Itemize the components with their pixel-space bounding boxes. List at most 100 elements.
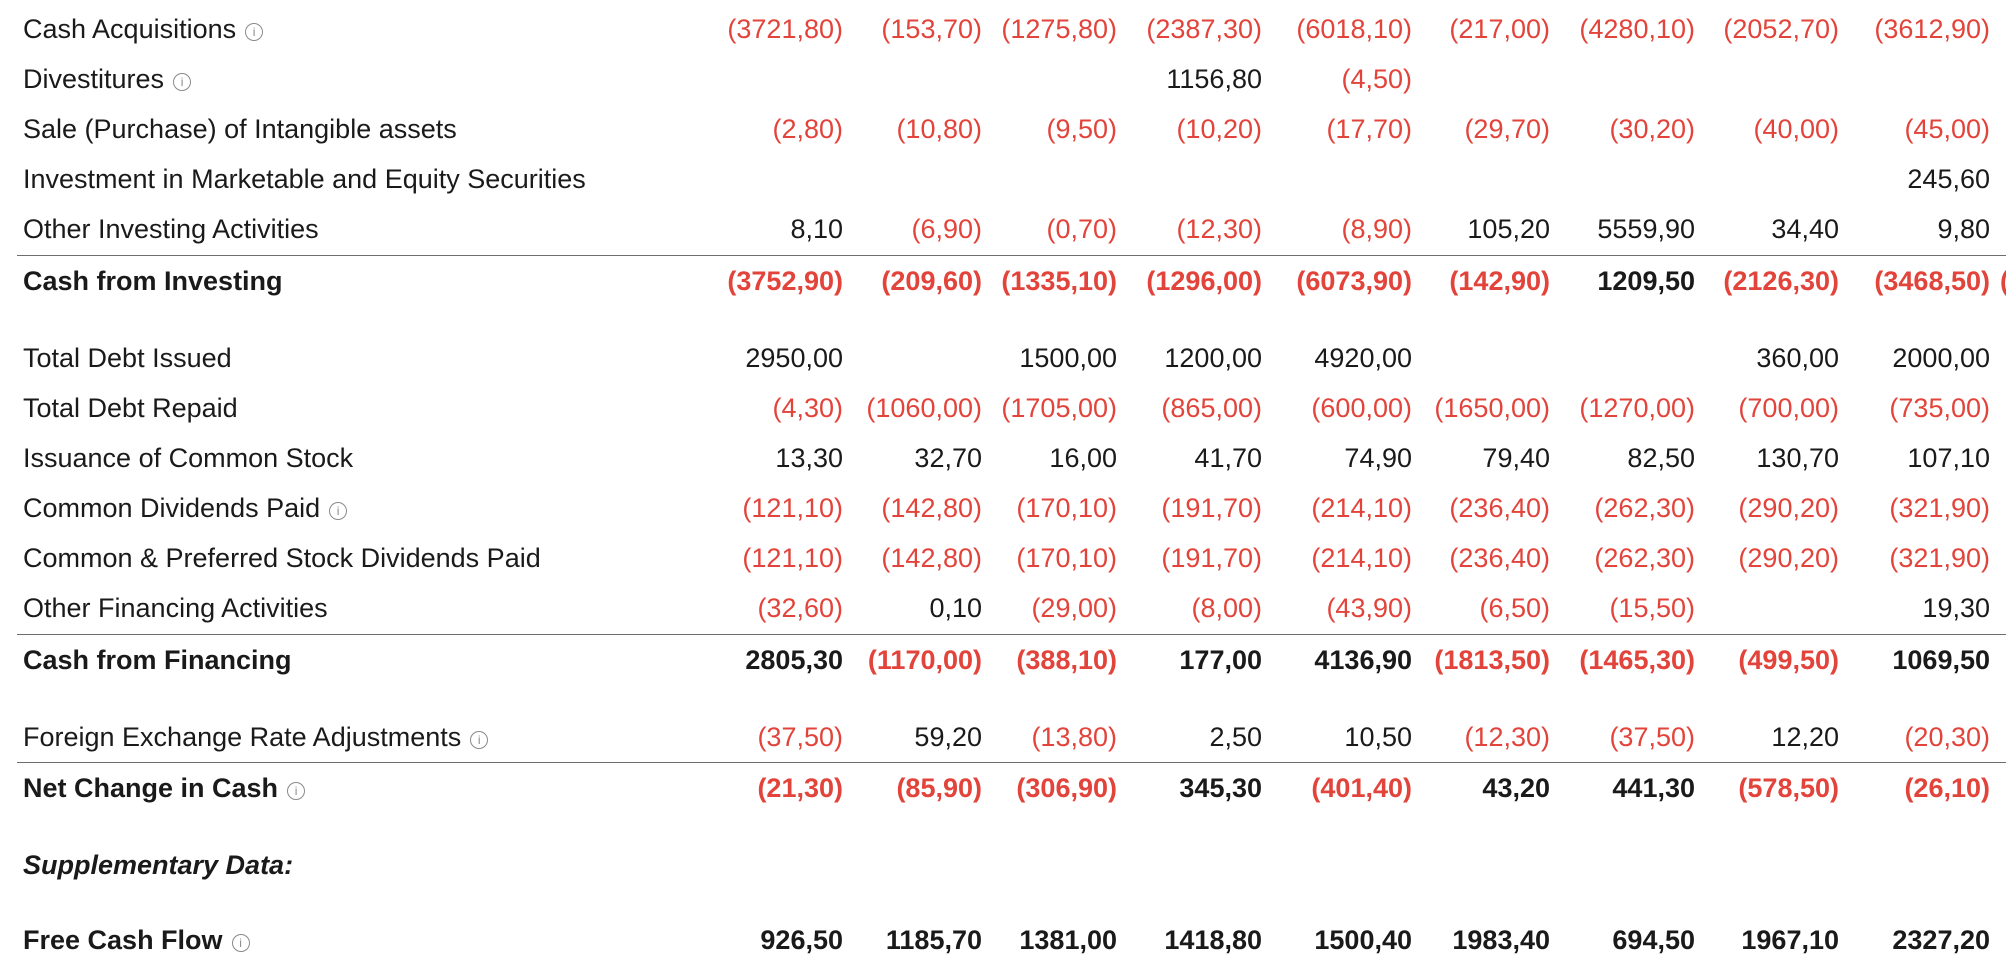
row-label: Supplementary Data: xyxy=(23,840,293,890)
value-cell: (153,70) xyxy=(881,14,982,44)
value-cell: 2805,30 xyxy=(745,645,843,675)
value-cell: 1200,00 xyxy=(1164,343,1262,373)
value-cell: 4136,90 xyxy=(1314,645,1412,675)
value-cell: (214,10) xyxy=(1311,493,1412,523)
value-cell: (236,40) xyxy=(1449,543,1550,573)
value-cell: (142,80) xyxy=(881,493,982,523)
row-label-text: Free Cash Flow xyxy=(23,925,223,955)
value-cell: 105,20 xyxy=(1467,214,1550,244)
value-cell: (209,60) xyxy=(881,266,982,296)
row-label: Cash from Investing xyxy=(23,256,283,306)
value-cell: 19,30 xyxy=(1922,593,1990,623)
total-separator-line xyxy=(17,762,2006,763)
value-cell: (191,70) xyxy=(1161,543,1262,573)
value-cell: (321,90) xyxy=(1889,493,1990,523)
info-icon[interactable]: i xyxy=(173,73,192,91)
value-cell: (43,90) xyxy=(1326,593,1412,623)
value-cell: (1060,00) xyxy=(866,393,982,423)
value-cell: (3752,90) xyxy=(727,266,843,296)
value-cell: (499,50) xyxy=(1738,645,1839,675)
value-cell: 82,50 xyxy=(1627,443,1695,473)
value-cell: 1185,70 xyxy=(885,925,982,955)
value-cell: (121,10) xyxy=(742,543,843,573)
value-cell: (1275,80) xyxy=(1001,14,1117,44)
value-cell: (735,00) xyxy=(1889,393,1990,423)
row-label-text: Supplementary Data: xyxy=(23,850,294,880)
value-cell: (4,50) xyxy=(1341,64,1412,94)
info-icon[interactable]: i xyxy=(231,934,250,952)
value-cell: 1500,40 xyxy=(1314,925,1412,955)
row-label-text: Other Financing Activities xyxy=(23,593,328,623)
value-cell: (1170,00) xyxy=(867,645,982,675)
value-cell: (236,40) xyxy=(1449,493,1550,523)
row-issuance-of-common-stock: Issuance of Common Stock 13,30 32,70 16,00 4… xyxy=(0,433,2006,483)
row-label: Total Debt Issued xyxy=(23,333,232,383)
row-label: Total Debt Repaid xyxy=(23,383,238,433)
value-cell: 1069,50 xyxy=(1892,645,1990,675)
info-icon[interactable]: i xyxy=(329,502,348,520)
row-sale-purchase-of-intangible-assets: Sale (Purchase) of Intangible assets (2,8… xyxy=(0,104,2006,154)
value-cell: (142,80) xyxy=(881,543,982,573)
value-cell: (40,00) xyxy=(1753,114,1839,144)
value-cell: (865,00) xyxy=(1161,393,1262,423)
value-cell: (2,80) xyxy=(772,114,843,144)
value-cell: 34,40 xyxy=(1771,214,1839,244)
value-cell: 10,50 xyxy=(1344,722,1412,752)
value-cell: (306,90) xyxy=(1016,773,1117,803)
value-cell: 8,10 xyxy=(790,214,843,244)
value-cell: 245,60 xyxy=(1907,164,1990,194)
value-cell: (0,70) xyxy=(1046,214,1117,244)
value-cell: (37,50) xyxy=(1609,722,1695,752)
row-label: Common Dividends Paid i xyxy=(23,483,348,533)
value-cell: 2000,00 xyxy=(1892,343,1990,373)
value-cell: 107,10 xyxy=(1907,443,1990,473)
value-cell: (26,10) xyxy=(1904,773,1990,803)
value-cell: (12,30) xyxy=(1176,214,1262,244)
value-cell: (6073,90) xyxy=(1296,266,1412,296)
value-cell: (37,50) xyxy=(757,722,843,752)
row-cash-acquisitions: Cash Acquisitions i (3721,80) (153,70) (1275… xyxy=(0,4,2006,54)
value-cell: (217,00) xyxy=(1449,14,1550,44)
value-cell: 5559,90 xyxy=(1597,214,1695,244)
value-cell: (4,30) xyxy=(772,393,843,423)
value-cell: 441,30 xyxy=(1612,773,1695,803)
value-cell: (214,10) xyxy=(1311,543,1412,573)
value-cell: 345,30 xyxy=(1179,773,1262,803)
row-label: Common & Preferred Stock Dividends Paid xyxy=(23,533,541,583)
row-total-debt-repaid: Total Debt Repaid (4,30) (1060,00) (1705,00… xyxy=(0,383,2006,433)
value-cell: (121,10) xyxy=(742,493,843,523)
value-cell: (30,20) xyxy=(1609,114,1695,144)
value-cell: (85,90) xyxy=(896,773,982,803)
row-net-change-in-cash: Net Change in Cash i (21,30) (85,90) (306,90… xyxy=(0,763,2006,813)
info-icon[interactable]: i xyxy=(245,23,264,41)
row-label-text: Common Dividends Paid xyxy=(23,493,321,523)
row-label: Sale (Purchase) of Intangible assets xyxy=(23,104,457,154)
row-other-financing-activities: Other Financing Activities (32,60) 0,10 (29… xyxy=(0,583,2006,633)
value-cell: (262,30) xyxy=(1594,493,1695,523)
value-cell: 2950,00 xyxy=(745,343,843,373)
value-cell: (1270,00) xyxy=(1579,393,1695,423)
info-icon[interactable]: i xyxy=(470,731,489,749)
value-cell: (29,70) xyxy=(1464,114,1550,144)
row-label-text: Net Change in Cash xyxy=(23,773,279,803)
value-cell: 926,50 xyxy=(760,925,843,955)
value-cell: 41,70 xyxy=(1194,443,1262,473)
value-cell: (1650,00) xyxy=(1434,393,1550,423)
value-cell: (142,90) xyxy=(1449,266,1550,296)
row-label-text: Cash Acquisitions xyxy=(23,14,237,44)
value-cell: (600,00) xyxy=(1311,393,1412,423)
value-cell: (262,30) xyxy=(1594,543,1695,573)
value-cell: (6,50) xyxy=(1479,593,1550,623)
value-cell: (6018,10) xyxy=(1296,14,1412,44)
row-label-text: Common & Preferred Stock Dividends Paid xyxy=(23,543,541,573)
value-cell: 2,50 xyxy=(1209,722,1262,752)
value-cell: 43,20 xyxy=(1482,773,1550,803)
value-cell: (17,70) xyxy=(1326,114,1412,144)
value-cell: (1335,10) xyxy=(1001,266,1117,296)
value-cell: (2126,30) xyxy=(1723,266,1839,296)
value-cell: 130,70 xyxy=(1756,443,1839,473)
value-cell: (1705,00) xyxy=(1001,393,1117,423)
row-label: Foreign Exchange Rate Adjustments i xyxy=(23,712,489,762)
info-icon[interactable]: i xyxy=(287,782,306,800)
value-cell: 694,50 xyxy=(1612,925,1695,955)
